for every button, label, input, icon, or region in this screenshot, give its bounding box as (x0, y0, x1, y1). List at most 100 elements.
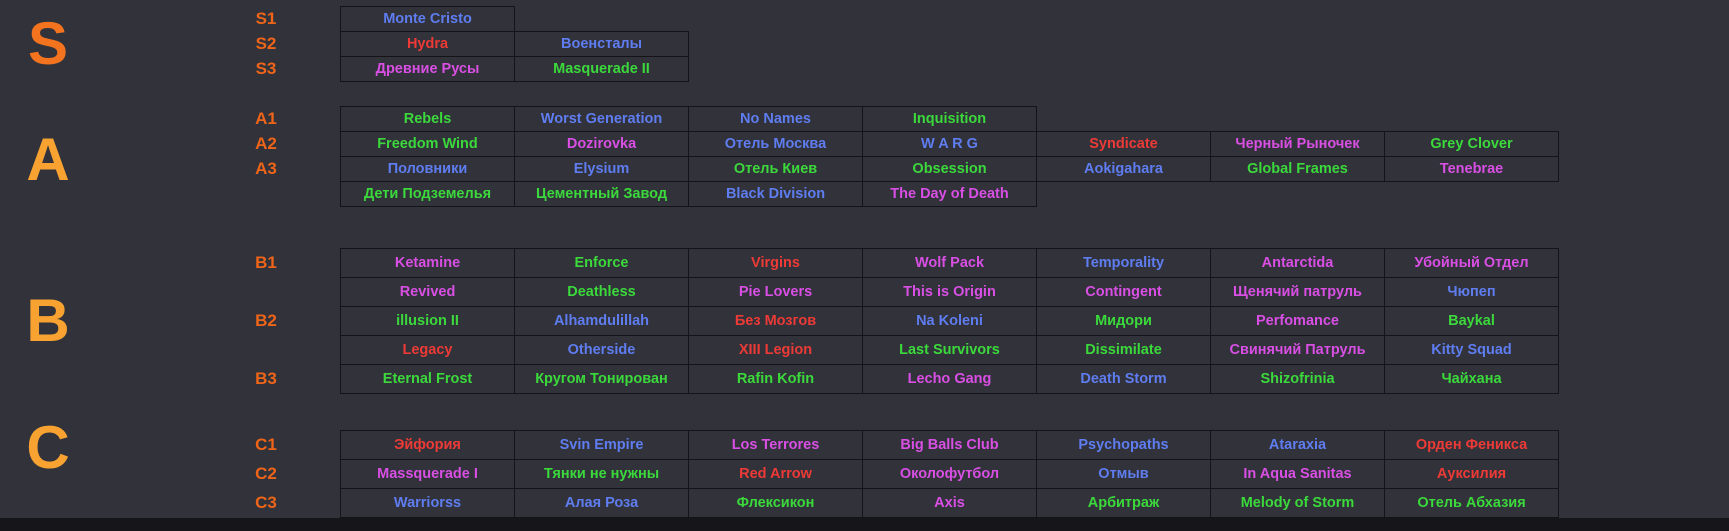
team-cell[interactable]: Околофутбол (862, 459, 1037, 489)
row-cells: Eternal Frost Кругом Тонирован Rafin Kofin… (340, 364, 1559, 394)
team-cell[interactable]: Psychopaths (1036, 430, 1211, 460)
team-cell[interactable]: Inquisition (862, 106, 1037, 132)
team-cell[interactable]: Ауксилия (1384, 459, 1559, 489)
team-cell[interactable]: Флексикон (688, 488, 863, 518)
team-cell[interactable]: Отель Киев (688, 156, 863, 182)
team-cell[interactable]: Freedom Wind (340, 131, 515, 157)
team-cell[interactable]: This is Origin (862, 277, 1037, 307)
team-cell[interactable]: Цементный Завод (514, 181, 689, 207)
team-cell[interactable]: Contingent (1036, 277, 1211, 307)
team-cell[interactable]: Los Terrores (688, 430, 863, 460)
subtier-label-a2: A2 (255, 134, 277, 153)
tier-row: A2 Freedom Wind Dozirovka Отель Москва W A R… (230, 131, 1559, 157)
team-cell[interactable]: Чайхана (1384, 364, 1559, 394)
team-cell[interactable]: Red Arrow (688, 459, 863, 489)
tier-row: Revived Deathless Pie Lovers This is Origin… (230, 277, 1559, 307)
team-cell[interactable]: Warriorss (340, 488, 515, 518)
team-cell[interactable]: Дети Подземелья (340, 181, 515, 207)
team-cell[interactable]: Dozirovka (514, 131, 689, 157)
team-cell[interactable]: Perfomance (1210, 306, 1385, 336)
team-cell[interactable]: Monte Cristo (340, 6, 515, 32)
team-cell[interactable]: illusion II (340, 306, 515, 336)
team-cell[interactable]: Eternal Frost (340, 364, 515, 394)
team-cell[interactable]: Revived (340, 277, 515, 307)
team-cell[interactable]: Global Frames (1210, 156, 1385, 182)
tier-row: A3 Половники Elysium Отель Киев Obsession Aok… (230, 156, 1559, 182)
team-cell[interactable]: Na Koleni (862, 306, 1037, 336)
team-cell[interactable]: Орден Феникса (1384, 430, 1559, 460)
row-cells: Половники Elysium Отель Киев Obsession Aokig… (340, 156, 1559, 182)
tier-row: Legacy Otherside XIII Legion Last Survivors… (230, 335, 1559, 365)
team-cell[interactable]: Тянки не нужны (514, 459, 689, 489)
team-cell[interactable]: Отель Москва (688, 131, 863, 157)
team-cell[interactable]: Deathless (514, 277, 689, 307)
team-cell[interactable]: Tenebrae (1384, 156, 1559, 182)
team-cell[interactable]: Worst Generation (514, 106, 689, 132)
subtier-label-empty (230, 335, 302, 365)
team-cell[interactable]: Last Survivors (862, 335, 1037, 365)
team-cell[interactable]: Wolf Pack (862, 248, 1037, 278)
team-cell[interactable]: Elysium (514, 156, 689, 182)
team-cell[interactable]: Военсталы (514, 31, 689, 57)
team-cell[interactable]: Shizofrinia (1210, 364, 1385, 394)
team-cell[interactable]: Hydra (340, 31, 515, 57)
team-cell[interactable]: Ketamine (340, 248, 515, 278)
team-cell[interactable]: Alhamdulillah (514, 306, 689, 336)
team-cell[interactable]: Rafin Kofin (688, 364, 863, 394)
team-cell[interactable]: Death Storm (1036, 364, 1211, 394)
team-cell[interactable]: Чюпеп (1384, 277, 1559, 307)
tier-s-rows: S1 Monte Cristo S2 Hydra Военсталы S3 Древние … (230, 6, 689, 82)
team-cell[interactable]: Отмыв (1036, 459, 1211, 489)
team-cell[interactable]: Svin Empire (514, 430, 689, 460)
subtier-label-s3: S3 (255, 59, 277, 78)
team-cell[interactable]: Половники (340, 156, 515, 182)
team-cell[interactable]: W A R G (862, 131, 1037, 157)
team-cell[interactable]: Kitty Squad (1384, 335, 1559, 365)
team-cell[interactable]: Мидори (1036, 306, 1211, 336)
team-cell[interactable]: Убойный Отдел (1384, 248, 1559, 278)
team-cell[interactable]: Rebels (340, 106, 515, 132)
team-cell[interactable]: In Aqua Sanitas (1210, 459, 1385, 489)
team-cell[interactable]: No Names (688, 106, 863, 132)
team-cell[interactable]: Черный Рыночек (1210, 131, 1385, 157)
team-cell[interactable]: Арбитраж (1036, 488, 1211, 518)
team-cell[interactable]: Legacy (340, 335, 515, 365)
subtier-label-s1: S1 (255, 9, 277, 28)
team-cell[interactable]: Алая Роза (514, 488, 689, 518)
tier-letter-c: C (26, 414, 70, 481)
team-cell[interactable]: Отель Абхазия (1384, 488, 1559, 518)
team-cell[interactable]: Grey Clover (1384, 131, 1559, 157)
team-cell[interactable]: Temporality (1036, 248, 1211, 278)
team-cell[interactable]: Lecho Gang (862, 364, 1037, 394)
team-cell[interactable]: Virgins (688, 248, 863, 278)
team-cell[interactable]: Dissimilate (1036, 335, 1211, 365)
team-cell[interactable]: Без Мозгов (688, 306, 863, 336)
team-cell[interactable]: Свинячий Патруль (1210, 335, 1385, 365)
team-cell[interactable]: Antarctida (1210, 248, 1385, 278)
team-cell[interactable]: Big Balls Club (862, 430, 1037, 460)
team-cell[interactable]: Enforce (514, 248, 689, 278)
team-cell[interactable]: Syndicate (1036, 131, 1211, 157)
row-cells: Revived Deathless Pie Lovers This is Origin… (340, 277, 1559, 307)
team-cell[interactable]: Кругом Тонирован (514, 364, 689, 394)
team-cell[interactable]: Эйфория (340, 430, 515, 460)
subtier-label-s2: S2 (255, 34, 277, 53)
team-cell[interactable]: Pie Lovers (688, 277, 863, 307)
team-cell[interactable]: XIII Legion (688, 335, 863, 365)
team-cell[interactable]: Masquerade II (514, 56, 689, 82)
team-cell[interactable]: The Day of Death (862, 181, 1037, 207)
tier-row: C3 Warriorss Алая Роза Флексикон Axis Арбитра… (230, 488, 1559, 518)
team-cell[interactable]: Black Division (688, 181, 863, 207)
team-cell[interactable]: Aokigahara (1036, 156, 1211, 182)
team-cell[interactable]: Древние Русы (340, 56, 515, 82)
team-cell[interactable]: Baykal (1384, 306, 1559, 336)
team-cell[interactable]: Щенячий патруль (1210, 277, 1385, 307)
subtier-label-b2: B2 (255, 311, 277, 330)
team-cell[interactable]: Ataraxia (1210, 430, 1385, 460)
team-cell[interactable]: Axis (862, 488, 1037, 518)
team-cell[interactable]: Melody of Storm (1210, 488, 1385, 518)
team-cell[interactable]: Massquerade I (340, 459, 515, 489)
team-cell[interactable]: Otherside (514, 335, 689, 365)
team-cell[interactable]: Obsession (862, 156, 1037, 182)
